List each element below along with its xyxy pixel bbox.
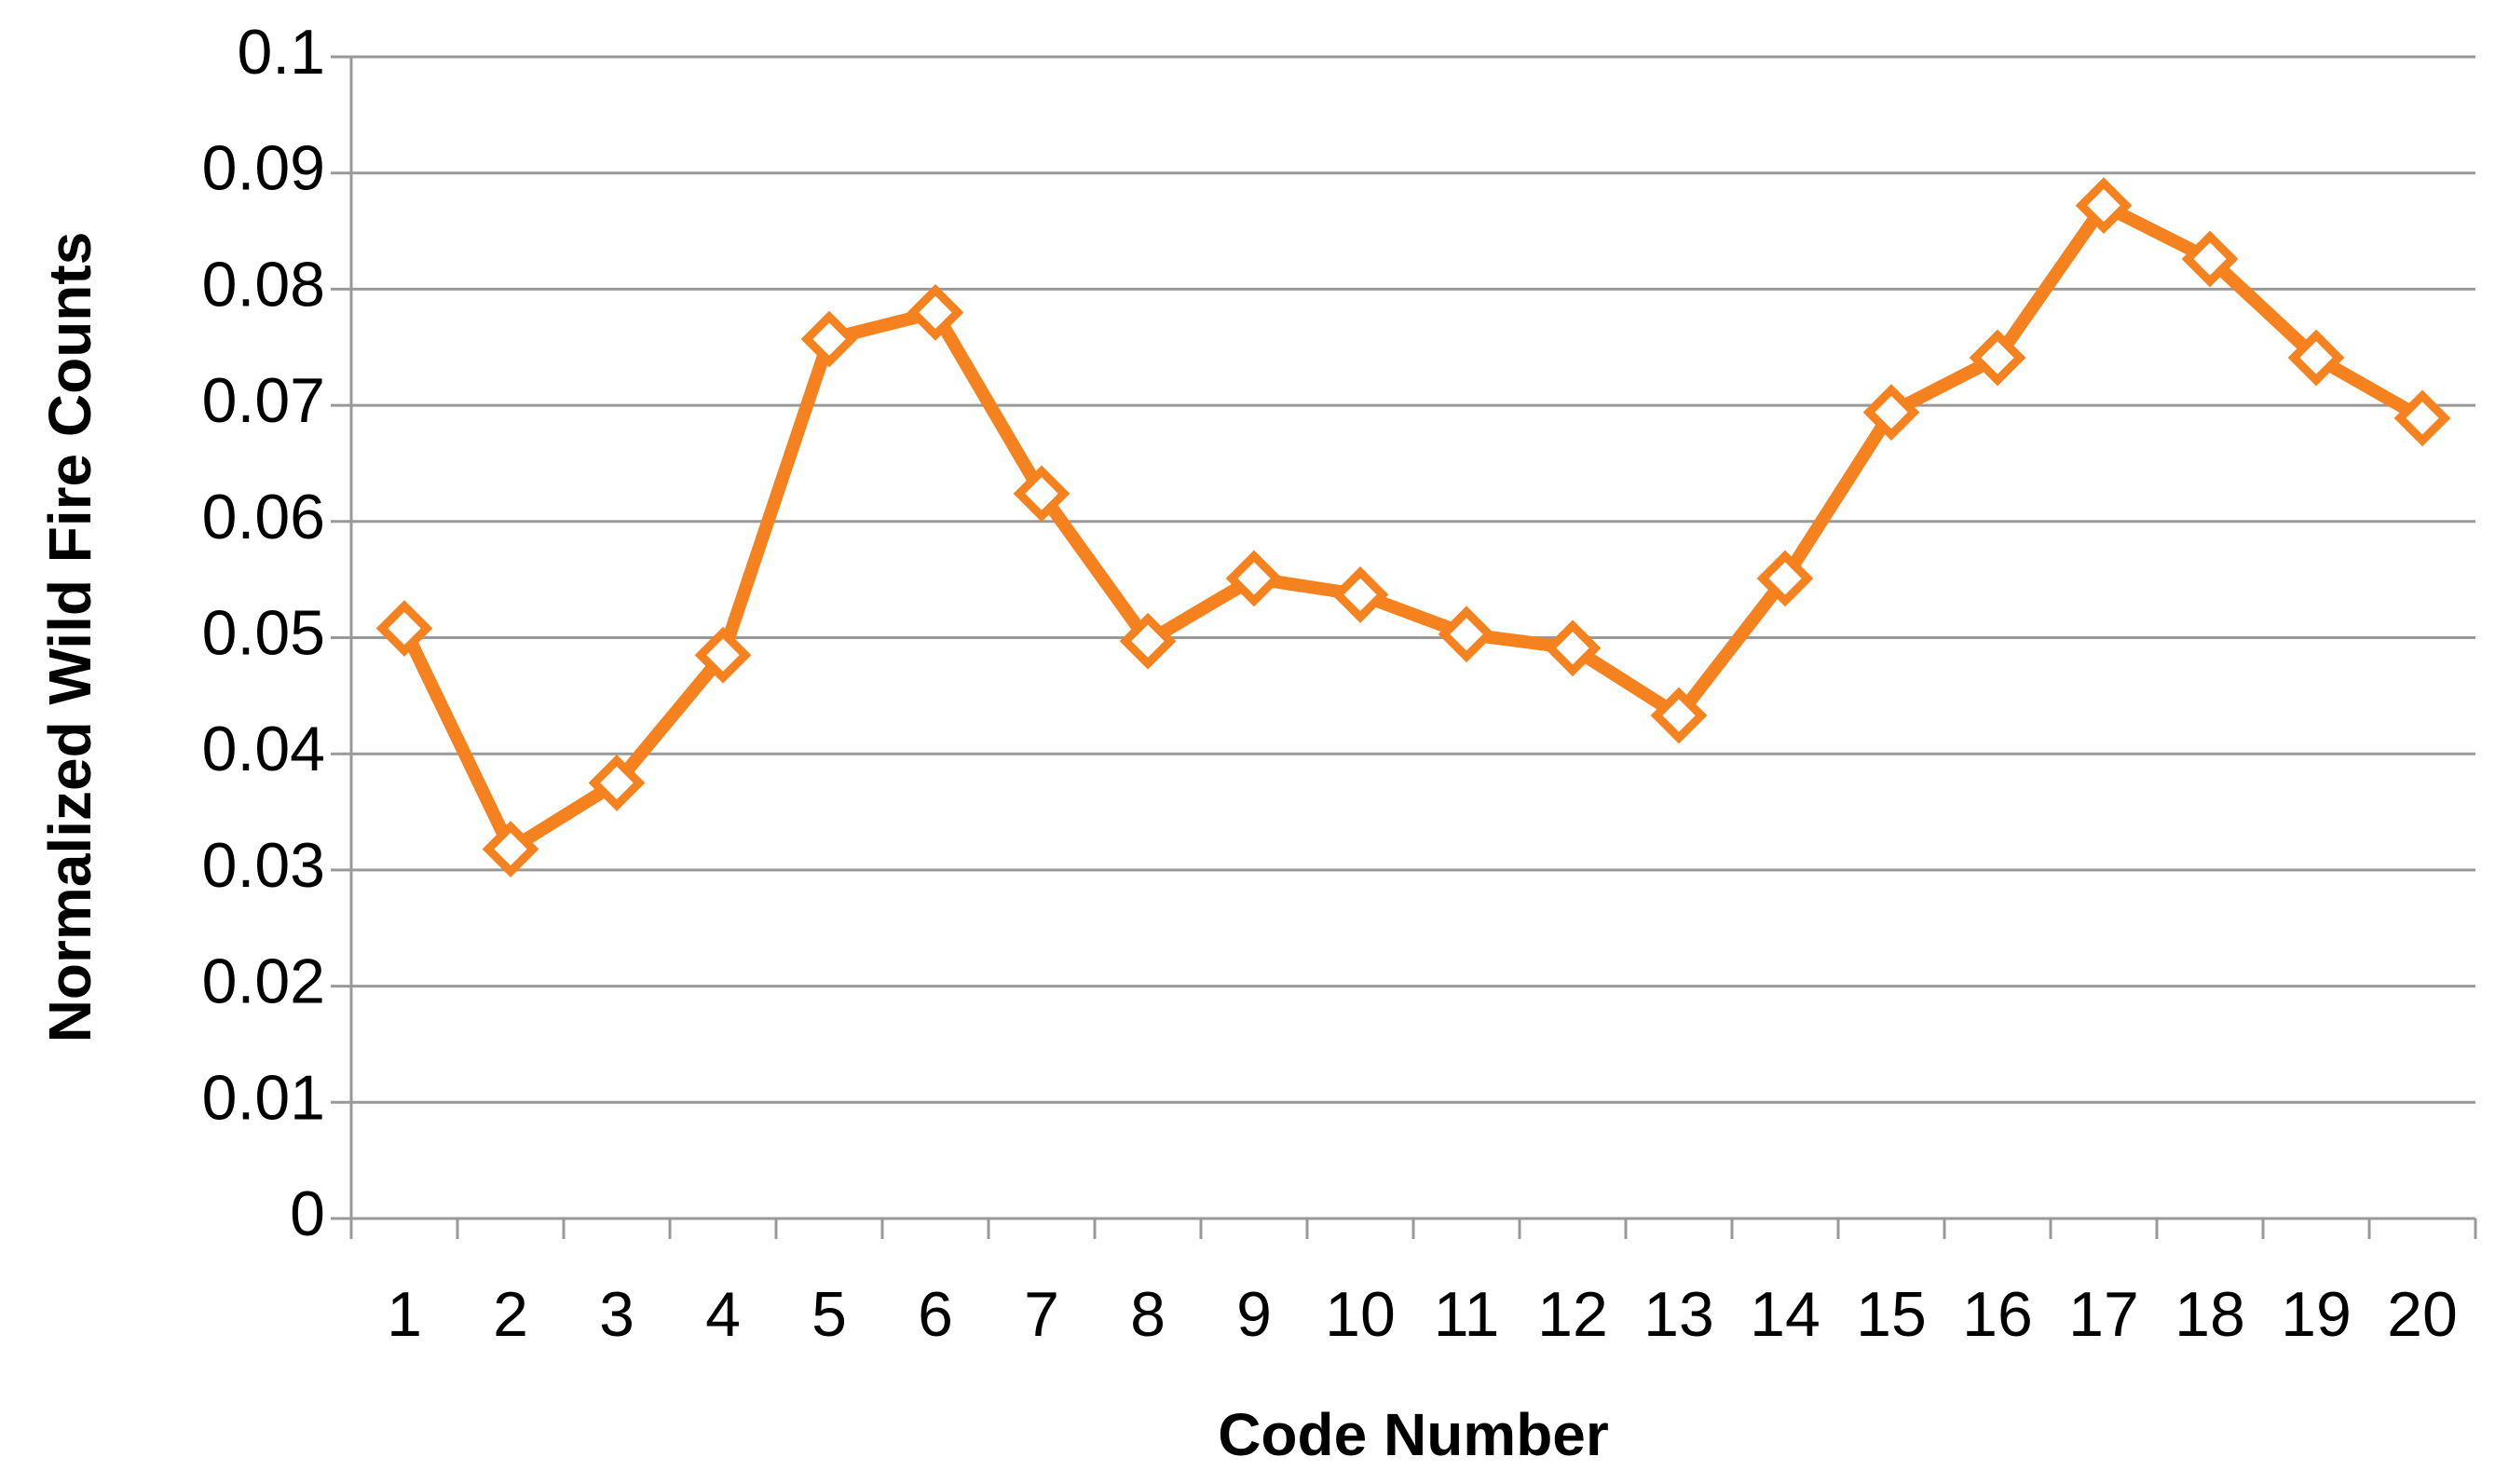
marker: [1331, 565, 1389, 623]
x-tick-label: 10: [1325, 1279, 1396, 1350]
marker: [1969, 329, 2026, 387]
y-tick-label: 0: [290, 1178, 325, 1249]
y-tick-label: 0.05: [202, 597, 325, 668]
marker: [588, 755, 646, 811]
marker: [1438, 606, 1495, 663]
marker: [1225, 550, 1283, 607]
x-tick-label: 14: [1750, 1279, 1820, 1350]
marker: [2393, 389, 2451, 447]
x-tick-label: 5: [811, 1279, 847, 1350]
y-axis-title: Normalized Wild Fire Counts: [36, 232, 103, 1043]
x-tick-label: 1: [387, 1279, 422, 1350]
x-tick-label: 11: [1434, 1279, 1500, 1350]
marker: [907, 283, 964, 341]
x-tick-label: 15: [1856, 1279, 1927, 1350]
marker: [1650, 687, 1708, 744]
marker: [375, 600, 433, 657]
marker: [2075, 177, 2133, 234]
marker: [1119, 612, 1177, 670]
x-tick-label: 18: [2175, 1279, 2245, 1350]
marker: [1013, 465, 1070, 523]
x-tick-label: 12: [1537, 1279, 1608, 1350]
y-tick-label: 0.03: [202, 830, 325, 901]
x-tick-label: 9: [1236, 1279, 1272, 1350]
y-tick-label: 0.08: [202, 249, 325, 320]
x-tick-label: 16: [1962, 1279, 2033, 1350]
line: [398, 198, 2426, 856]
y-tick-label: 0.01: [202, 1062, 325, 1133]
marker: [1544, 619, 1602, 677]
marker: [482, 821, 539, 878]
y-tick-label: 0.02: [202, 946, 325, 1017]
x-tick-label: 8: [1130, 1279, 1166, 1350]
x-tick-label: 20: [2387, 1279, 2458, 1350]
y-tick-label: 0.06: [202, 482, 325, 552]
y-tick-label: 0.1: [237, 17, 325, 88]
x-tick-label: 19: [2281, 1279, 2352, 1350]
x-tick-label: 4: [705, 1279, 741, 1350]
marker: [1756, 550, 1814, 607]
x-tick-label: 7: [1024, 1279, 1059, 1350]
x-axis-title: Code Number: [1218, 1401, 1609, 1468]
y-tick-label: 0.09: [202, 133, 325, 204]
marker: [2287, 329, 2345, 387]
y-tick-label: 0.07: [202, 365, 325, 436]
y-tick-label: 0.04: [202, 714, 325, 784]
x-tick-label: 17: [2068, 1279, 2139, 1350]
x-tick-label: 6: [918, 1279, 953, 1350]
marker: [800, 310, 858, 368]
marker: [2181, 230, 2239, 288]
x-tick-label: 13: [1643, 1279, 1714, 1350]
marker: [694, 626, 752, 684]
x-tick-label: 3: [599, 1279, 634, 1350]
marker: [1862, 384, 1920, 441]
x-tick-label: 2: [493, 1279, 528, 1350]
